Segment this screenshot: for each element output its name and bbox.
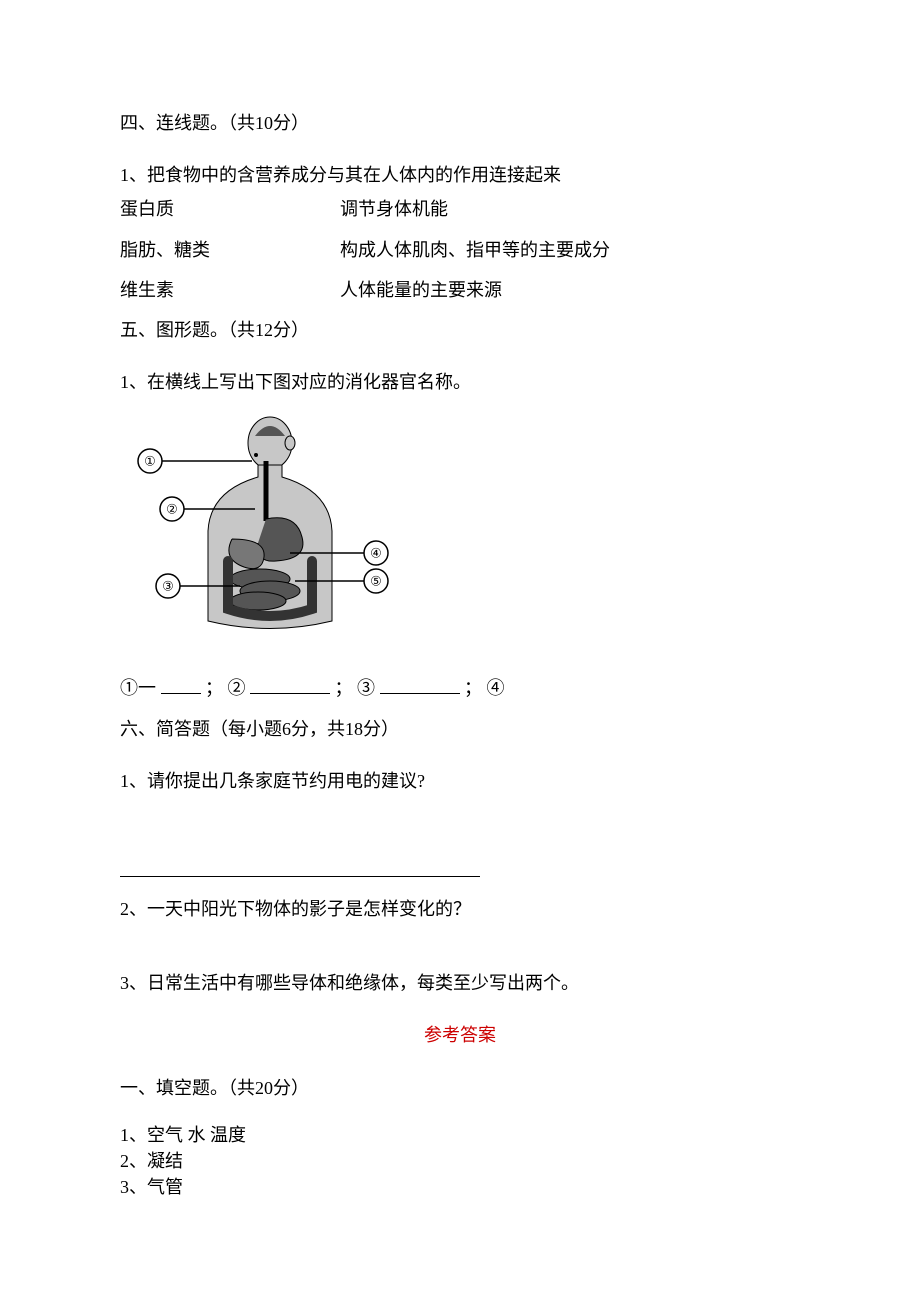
fill-2-blank[interactable] bbox=[250, 675, 330, 694]
svg-text:①: ① bbox=[144, 454, 156, 469]
section-6-q2: 2、一天中阳光下物体的影子是怎样变化的？ bbox=[120, 892, 800, 926]
matching-grid: 蛋白质 调节身体机能 脂肪、糖类 构成人体肌肉、指甲等的主要成分 维生素 人体能… bbox=[120, 192, 800, 307]
svg-text:⑤: ⑤ bbox=[370, 574, 382, 589]
answers-header: 参考答案 bbox=[120, 1018, 800, 1052]
ans-2: 2、凝结 bbox=[120, 1149, 800, 1173]
svg-text:④: ④ bbox=[370, 546, 382, 561]
sep-1: ； bbox=[205, 678, 223, 698]
section-6-title: 六、简答题（每小题6分，共18分） bbox=[120, 712, 800, 746]
section-5-fill-line: ①一 ； ② ； ③ ； ④ bbox=[120, 671, 800, 705]
sep-2: ； bbox=[335, 678, 353, 698]
svg-text:②: ② bbox=[166, 502, 178, 517]
q1-answer-blank[interactable] bbox=[120, 858, 480, 877]
section-5-title: 五、图形题。（共12分） bbox=[120, 313, 800, 347]
ans-3: 3、气管 bbox=[120, 1175, 800, 1199]
match-right-0: 调节身体机能 bbox=[340, 192, 800, 226]
section-6-q3: 3、日常生活中有哪些导体和绝缘体，每类至少写出两个。 bbox=[120, 966, 800, 1000]
fill-2-label: ② bbox=[228, 678, 246, 698]
match-left-0: 蛋白质 bbox=[120, 192, 340, 226]
fill-3-label: ③ bbox=[357, 678, 375, 698]
section-4-q1: 1、把食物中的含营养成分与其在人体内的作用连接起来 bbox=[120, 158, 800, 192]
fill-3-blank[interactable] bbox=[380, 675, 460, 694]
match-right-1: 构成人体肌肉、指甲等的主要成分 bbox=[340, 233, 800, 267]
svg-text:③: ③ bbox=[162, 579, 174, 594]
match-left-1: 脂肪、糖类 bbox=[120, 233, 340, 267]
sep-3: ； bbox=[464, 678, 482, 698]
section-5-q1: 1、在横线上写出下图对应的消化器官名称。 bbox=[120, 365, 800, 399]
section-1a-title: 一、填空题。（共20分） bbox=[120, 1071, 800, 1105]
section-4-title: 四、连线题。（共10分） bbox=[120, 106, 800, 140]
ans-1: 1、空气 水 温度 bbox=[120, 1123, 800, 1147]
match-left-2: 维生素 bbox=[120, 273, 340, 307]
match-right-2: 人体能量的主要来源 bbox=[340, 273, 800, 307]
fill-4-label: ④ bbox=[487, 678, 505, 698]
fill-1-label: ①一 bbox=[120, 678, 156, 698]
section-6-q1: 1、请你提出几条家庭节约用电的建议? bbox=[120, 764, 800, 798]
digestive-svg: ① ② ③ ④ ⑤ bbox=[120, 411, 400, 641]
digestive-diagram: ① ② ③ ④ ⑤ bbox=[120, 411, 800, 641]
fill-1-blank[interactable] bbox=[161, 675, 201, 694]
